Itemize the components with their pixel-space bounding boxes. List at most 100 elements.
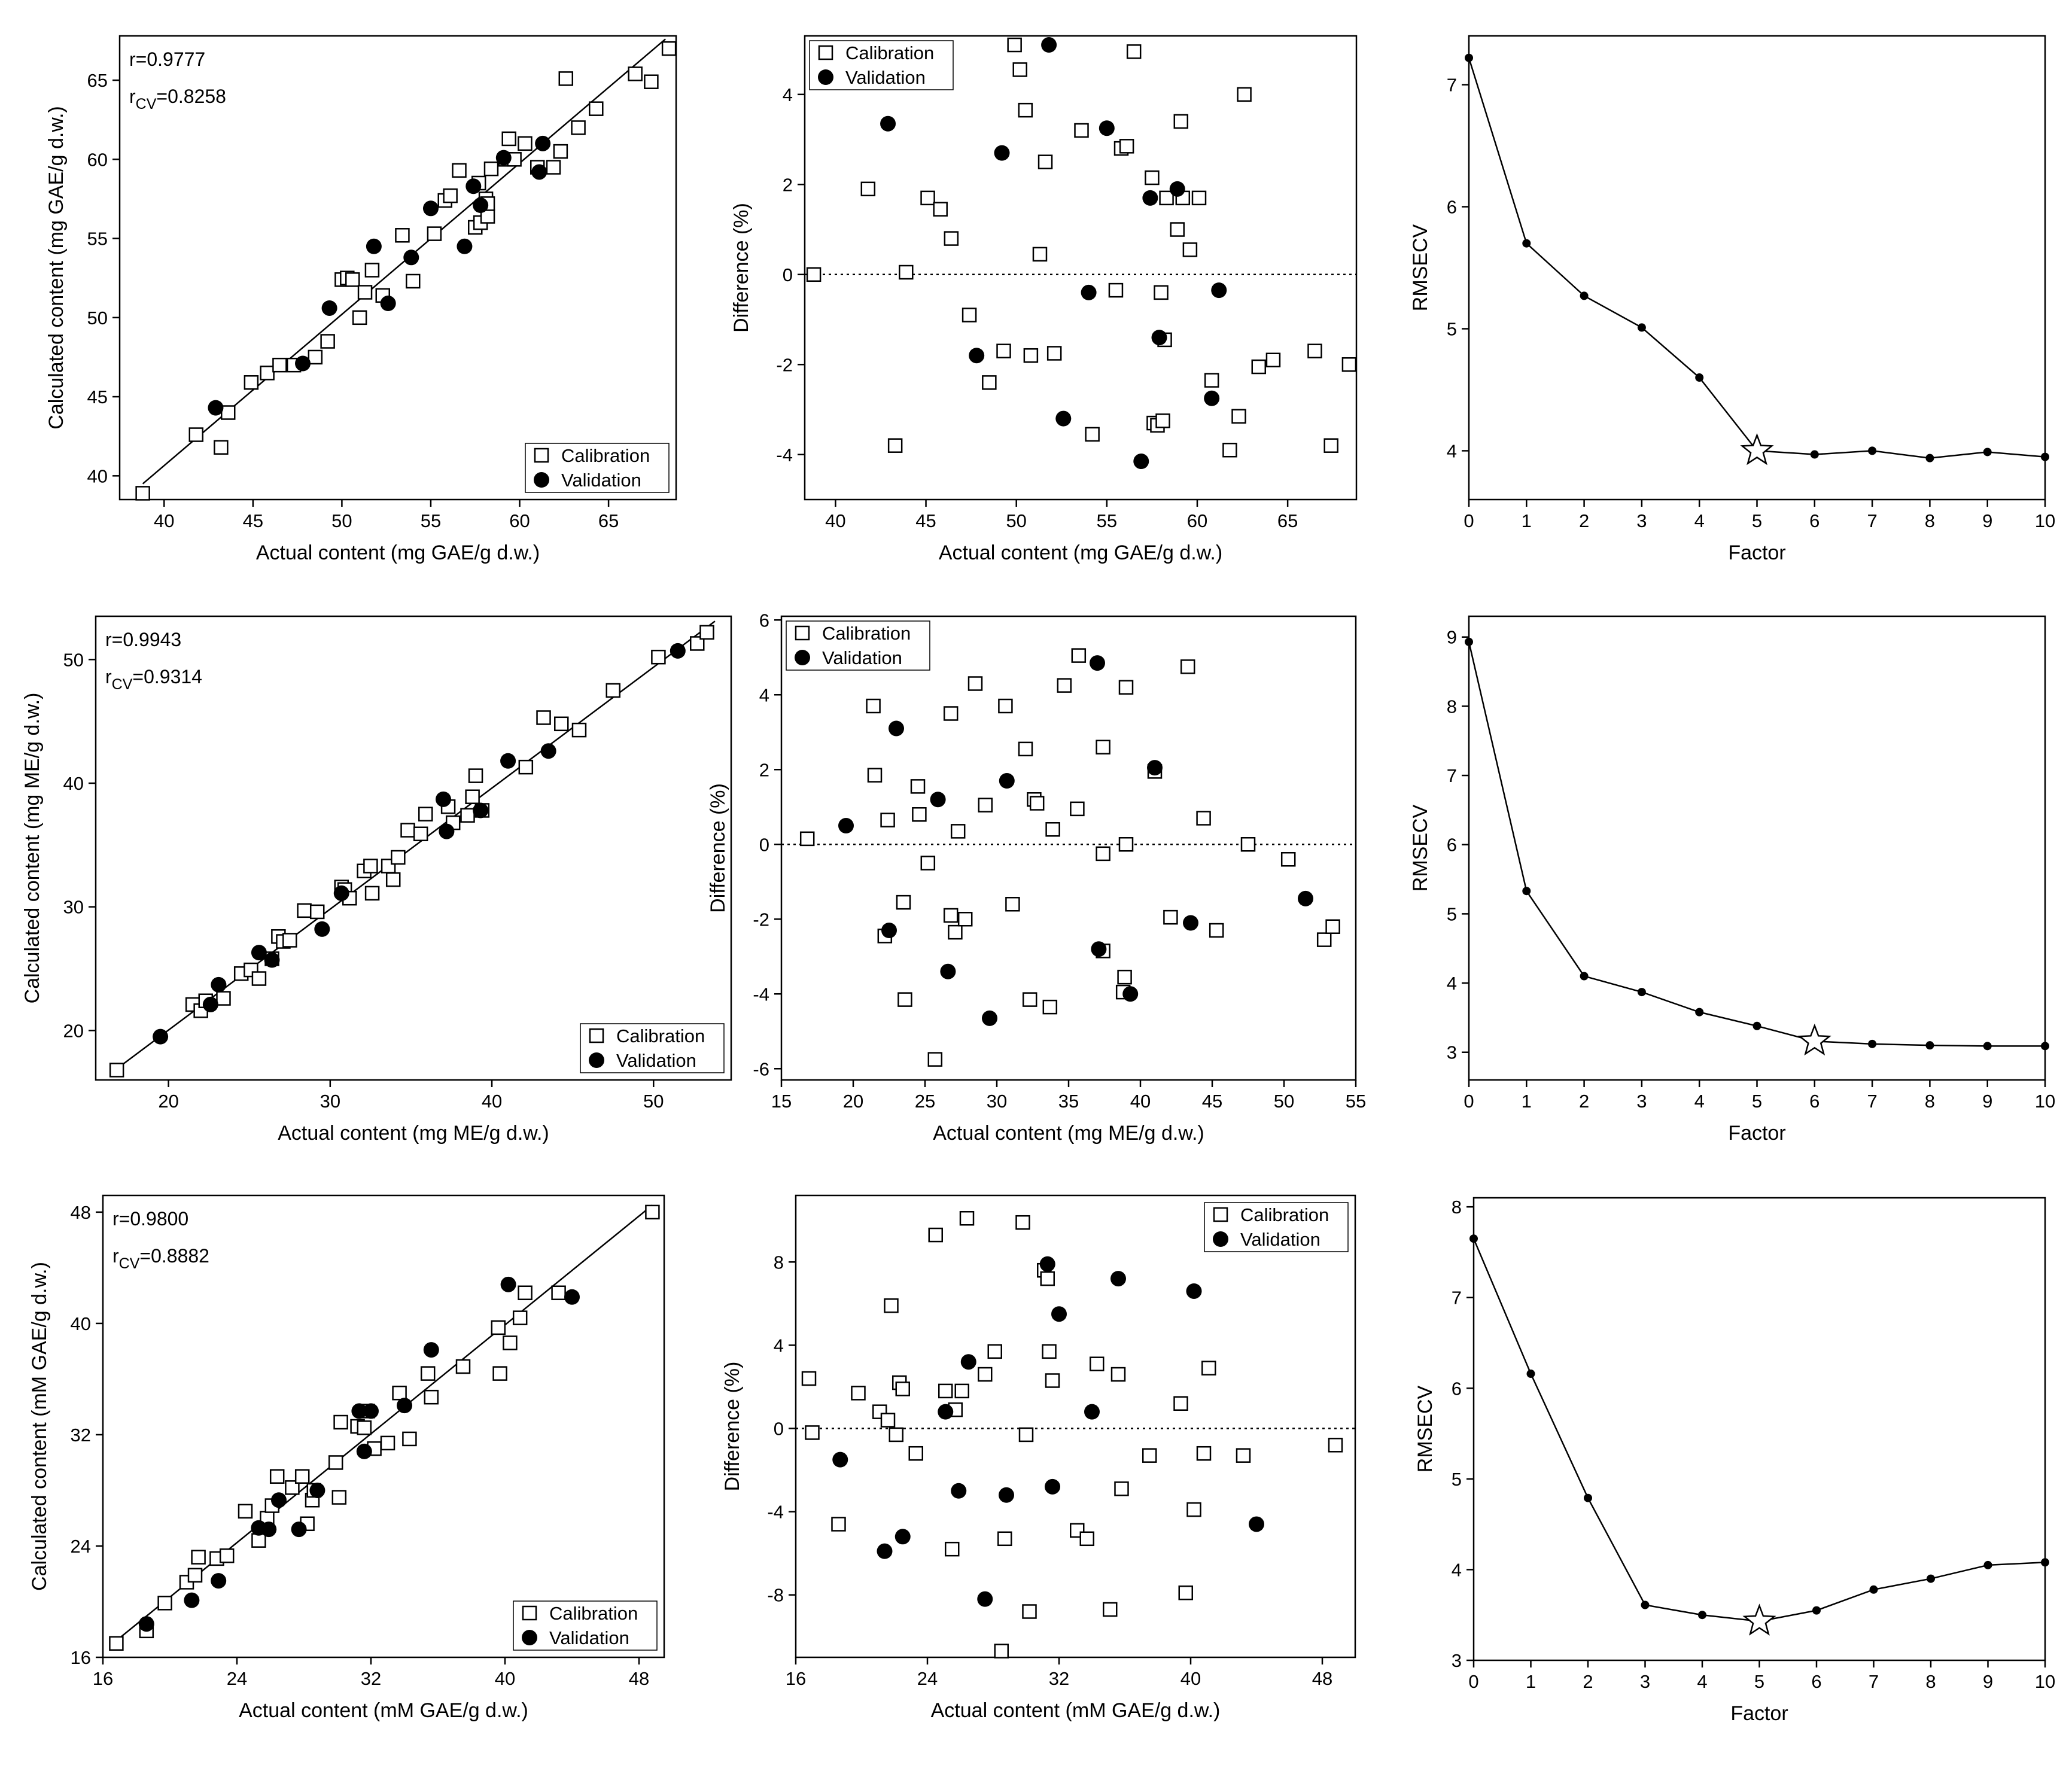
- legend-box: [525, 443, 670, 493]
- calibration-point: [1240, 837, 1256, 852]
- calibration-point: [1201, 1361, 1216, 1376]
- plot-frame: [1468, 615, 2046, 1081]
- legend-calibration-label: Calibration: [845, 42, 934, 63]
- rmsecv-line: [1472, 1238, 2046, 1623]
- y-axis-title: Calculated content (mM GAE/g d.w.): [28, 1262, 51, 1591]
- rmsecv-point: [1637, 988, 1646, 997]
- calibration-point: [945, 1541, 960, 1557]
- rmsecv-point: [1869, 1585, 1878, 1594]
- validation-point: [930, 792, 946, 808]
- calibration-point: [1074, 123, 1089, 138]
- calibration-point: [492, 1366, 507, 1381]
- validation-point: [264, 952, 280, 968]
- calibration-point: [628, 66, 643, 81]
- validation-point: [366, 238, 382, 254]
- calibration-point: [978, 1367, 993, 1382]
- legend: Calibration Validation: [525, 443, 670, 493]
- calibration-point: [866, 698, 881, 714]
- calibration-point: [251, 971, 267, 986]
- validation-point: [877, 1543, 893, 1559]
- calibration-point: [589, 101, 604, 116]
- y-tick-label: 50: [63, 649, 84, 670]
- validation-point: [261, 1521, 277, 1538]
- calibration-point: [944, 231, 959, 246]
- x-tick-label: 40: [495, 1668, 515, 1689]
- optimum-star-marker: [1742, 1603, 1776, 1636]
- panel-p7: 16 24 32 40 48 16 24 32 40 48 Actual content (mM G…: [28, 1194, 665, 1722]
- calibration-point: [806, 267, 822, 282]
- y-tick-label: 5: [1447, 903, 1457, 924]
- calibration-point: [910, 779, 926, 794]
- calibration-point: [333, 1414, 348, 1430]
- calibration-point: [1012, 62, 1027, 77]
- calibration-point: [1103, 1602, 1118, 1617]
- calibration-point: [1237, 87, 1252, 102]
- validation-point: [153, 1028, 169, 1045]
- calibration-point: [912, 807, 927, 822]
- validation-point: [999, 1487, 1014, 1503]
- legend-validation-label: Validation: [549, 1627, 629, 1648]
- validation-point: [351, 1403, 367, 1419]
- calibration-point: [260, 366, 275, 381]
- calibration-point: [1265, 352, 1281, 367]
- x-tick-label: 10: [2035, 510, 2055, 531]
- calibration-point: [187, 1568, 203, 1583]
- rmsecv-point: [1812, 1606, 1821, 1615]
- x-tick-label: 8: [1925, 510, 1935, 531]
- validation-point: [397, 1398, 412, 1414]
- y-tick-label: 5: [1447, 318, 1457, 339]
- calibration-point: [424, 1389, 439, 1405]
- y-axis-title: RMSECV: [1409, 224, 1432, 311]
- validation-point: [1133, 454, 1149, 470]
- x-tick-label: 6: [1809, 510, 1820, 531]
- calibration-point: [244, 375, 259, 390]
- x-tick-label: 20: [843, 1091, 863, 1112]
- calibration-point: [157, 1596, 172, 1611]
- x-tick-label: 2: [1583, 1671, 1593, 1692]
- calibration-point: [1222, 442, 1237, 458]
- calibration-point: [328, 1455, 343, 1470]
- validation-point: [999, 773, 1015, 789]
- validation-point: [1151, 330, 1167, 346]
- x-tick-label: 9: [1983, 1671, 1993, 1692]
- x-tick-label: 4: [1694, 510, 1705, 531]
- calibration-point: [1046, 346, 1062, 361]
- x-tick-label: 2: [1579, 1091, 1589, 1112]
- calibration-point: [1191, 190, 1207, 206]
- calibration-point: [1005, 897, 1020, 912]
- x-tick-label: 40: [1130, 1091, 1151, 1112]
- x-axis-title: Actual content (mg ME/g d.w.): [933, 1122, 1204, 1145]
- x-tick-label: 5: [1754, 1671, 1764, 1692]
- validation-point: [1081, 284, 1097, 300]
- calibration-point: [1163, 909, 1178, 925]
- calibration-point: [1029, 796, 1045, 811]
- validation-point: [184, 1592, 200, 1608]
- x-tick-label: 8: [1925, 1671, 1936, 1692]
- calibration-point: [957, 912, 973, 927]
- validation-point: [314, 921, 330, 937]
- calibration-point: [1096, 846, 1110, 862]
- validation-point: [473, 802, 489, 818]
- calibration-point: [503, 1335, 518, 1350]
- y-tick-label: 3: [1452, 1650, 1462, 1671]
- calibration-point: [536, 710, 551, 725]
- x-tick-label: 0: [1464, 510, 1474, 531]
- y-axis-title: Difference (%): [730, 203, 753, 333]
- calibration-point: [214, 440, 229, 455]
- calibration-point: [1022, 992, 1037, 1007]
- calibration-point: [1196, 1446, 1212, 1461]
- calibration-point: [427, 226, 442, 241]
- optimum-star-marker: [1797, 1023, 1831, 1056]
- calibration-point: [216, 991, 231, 1006]
- validation-point: [435, 791, 451, 807]
- rmsecv-point: [1983, 1042, 1992, 1051]
- validation-point: [202, 996, 218, 1012]
- rmsecv-line: [1468, 57, 2046, 459]
- validation-point: [500, 1276, 516, 1292]
- validation-point: [977, 1591, 993, 1607]
- calibration-point: [799, 831, 815, 847]
- y-tick-label: -8: [767, 1585, 784, 1606]
- x-tick-label: 10: [2035, 1091, 2055, 1112]
- validation-point: [403, 249, 419, 266]
- x-tick-label: 1: [1522, 510, 1532, 531]
